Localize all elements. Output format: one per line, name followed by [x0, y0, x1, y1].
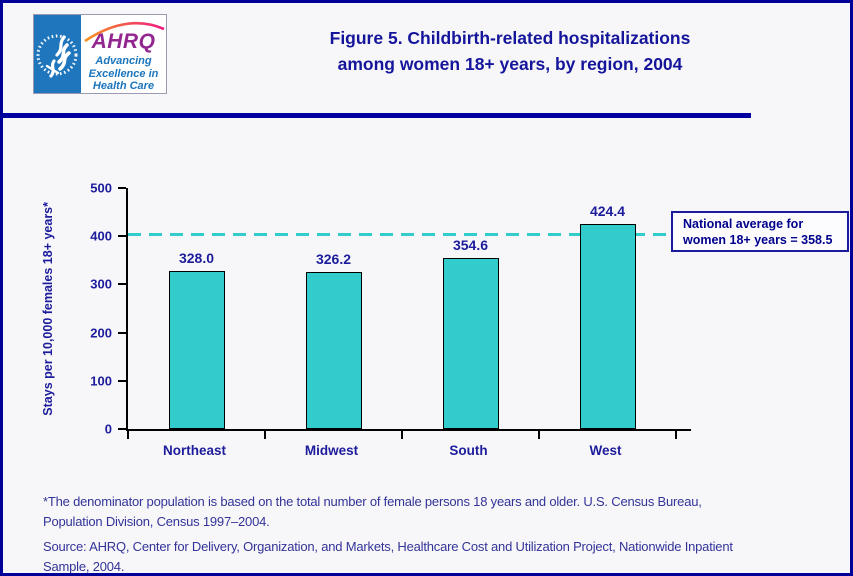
- bar-series: 328.0 326.2 354.6 424.4: [128, 188, 676, 429]
- x-tick-mark: [401, 431, 403, 439]
- ahrq-arc-icon: [84, 21, 165, 43]
- callout-line1: National average for: [683, 217, 804, 231]
- y-tick-label: 100: [90, 373, 112, 389]
- bar-column-west: 424.4: [539, 188, 676, 429]
- x-tick-mark: [538, 431, 540, 439]
- bar-column-midwest: 326.2: [265, 188, 402, 429]
- callout-line2: women 18+ years = 358.5: [683, 233, 833, 247]
- y-tick-label: 400: [90, 228, 112, 244]
- plot-area: 500 400 300 200 100 0 National average f…: [90, 181, 849, 439]
- footnotes: *The denominator population is based on …: [43, 492, 833, 574]
- x-tick-mark: [264, 431, 266, 439]
- category-label-midwest: Midwest: [304, 443, 359, 458]
- bar-value-label: 424.4: [589, 203, 626, 220]
- figure-title-line2: among women 18+ years, by region, 2004: [337, 54, 683, 74]
- category-label-south: South: [449, 443, 488, 458]
- y-tick-mark: [118, 235, 126, 238]
- hhs-seal-icon: [34, 15, 81, 93]
- category-label-northeast: Northeast: [162, 443, 226, 458]
- y-tick-label: 0: [104, 421, 112, 437]
- y-tick-mark: [118, 283, 126, 286]
- y-tick-mark: [118, 187, 126, 189]
- header-divider: [3, 113, 751, 118]
- bar-south: [442, 258, 499, 429]
- footnote-source: Source: AHRQ, Center for Delivery, Organ…: [43, 539, 733, 574]
- y-tick-mark: [118, 379, 126, 382]
- figure-title: Figure 5. Childbirth-related hospitaliza…: [178, 25, 842, 77]
- bar-midwest: [305, 271, 362, 429]
- x-axis-category-labels: Northeast Midwest South West: [126, 443, 674, 458]
- ahrq-tagline: Advancing Excellence in Health Care: [88, 55, 159, 92]
- y-tick-label: 200: [90, 325, 112, 341]
- x-tick-mark: [675, 431, 677, 439]
- national-average-callout: National average for women 18+ years = 3…: [671, 211, 849, 252]
- y-axis-label: Stays per 10,000 females 18+ years*: [41, 202, 55, 416]
- y-tick-mark: [118, 428, 126, 430]
- bar-column-northeast: 328.0: [128, 188, 265, 429]
- national-average-line: [128, 233, 671, 236]
- category-label-west: West: [589, 443, 622, 458]
- y-tick-label: 300: [90, 276, 112, 292]
- ahrq-wordmark: AHRQ: [91, 30, 156, 53]
- ahrq-logo-text-panel: AHRQ Advancing Excellence in Health Care: [81, 15, 166, 93]
- bar-column-south: 354.6: [402, 188, 539, 429]
- x-tick-mark: [127, 431, 129, 439]
- bar-value-label: 326.2: [315, 250, 352, 267]
- figure-title-line1: Figure 5. Childbirth-related hospitaliza…: [329, 28, 691, 48]
- y-tick-label: 500: [90, 180, 112, 196]
- footnote-denominator: *The denominator population is based on …: [43, 494, 702, 529]
- bar-value-label: 354.6: [452, 237, 489, 254]
- y-tick-mark: [118, 331, 126, 334]
- bar-west: [579, 224, 636, 429]
- bar-value-label: 328.0: [178, 249, 215, 266]
- ahrq-logo: AHRQ Advancing Excellence in Health Care: [33, 14, 167, 94]
- y-axis-label-wrap: Stays per 10,000 females 18+ years*: [37, 183, 59, 435]
- bar-northeast: [168, 270, 225, 429]
